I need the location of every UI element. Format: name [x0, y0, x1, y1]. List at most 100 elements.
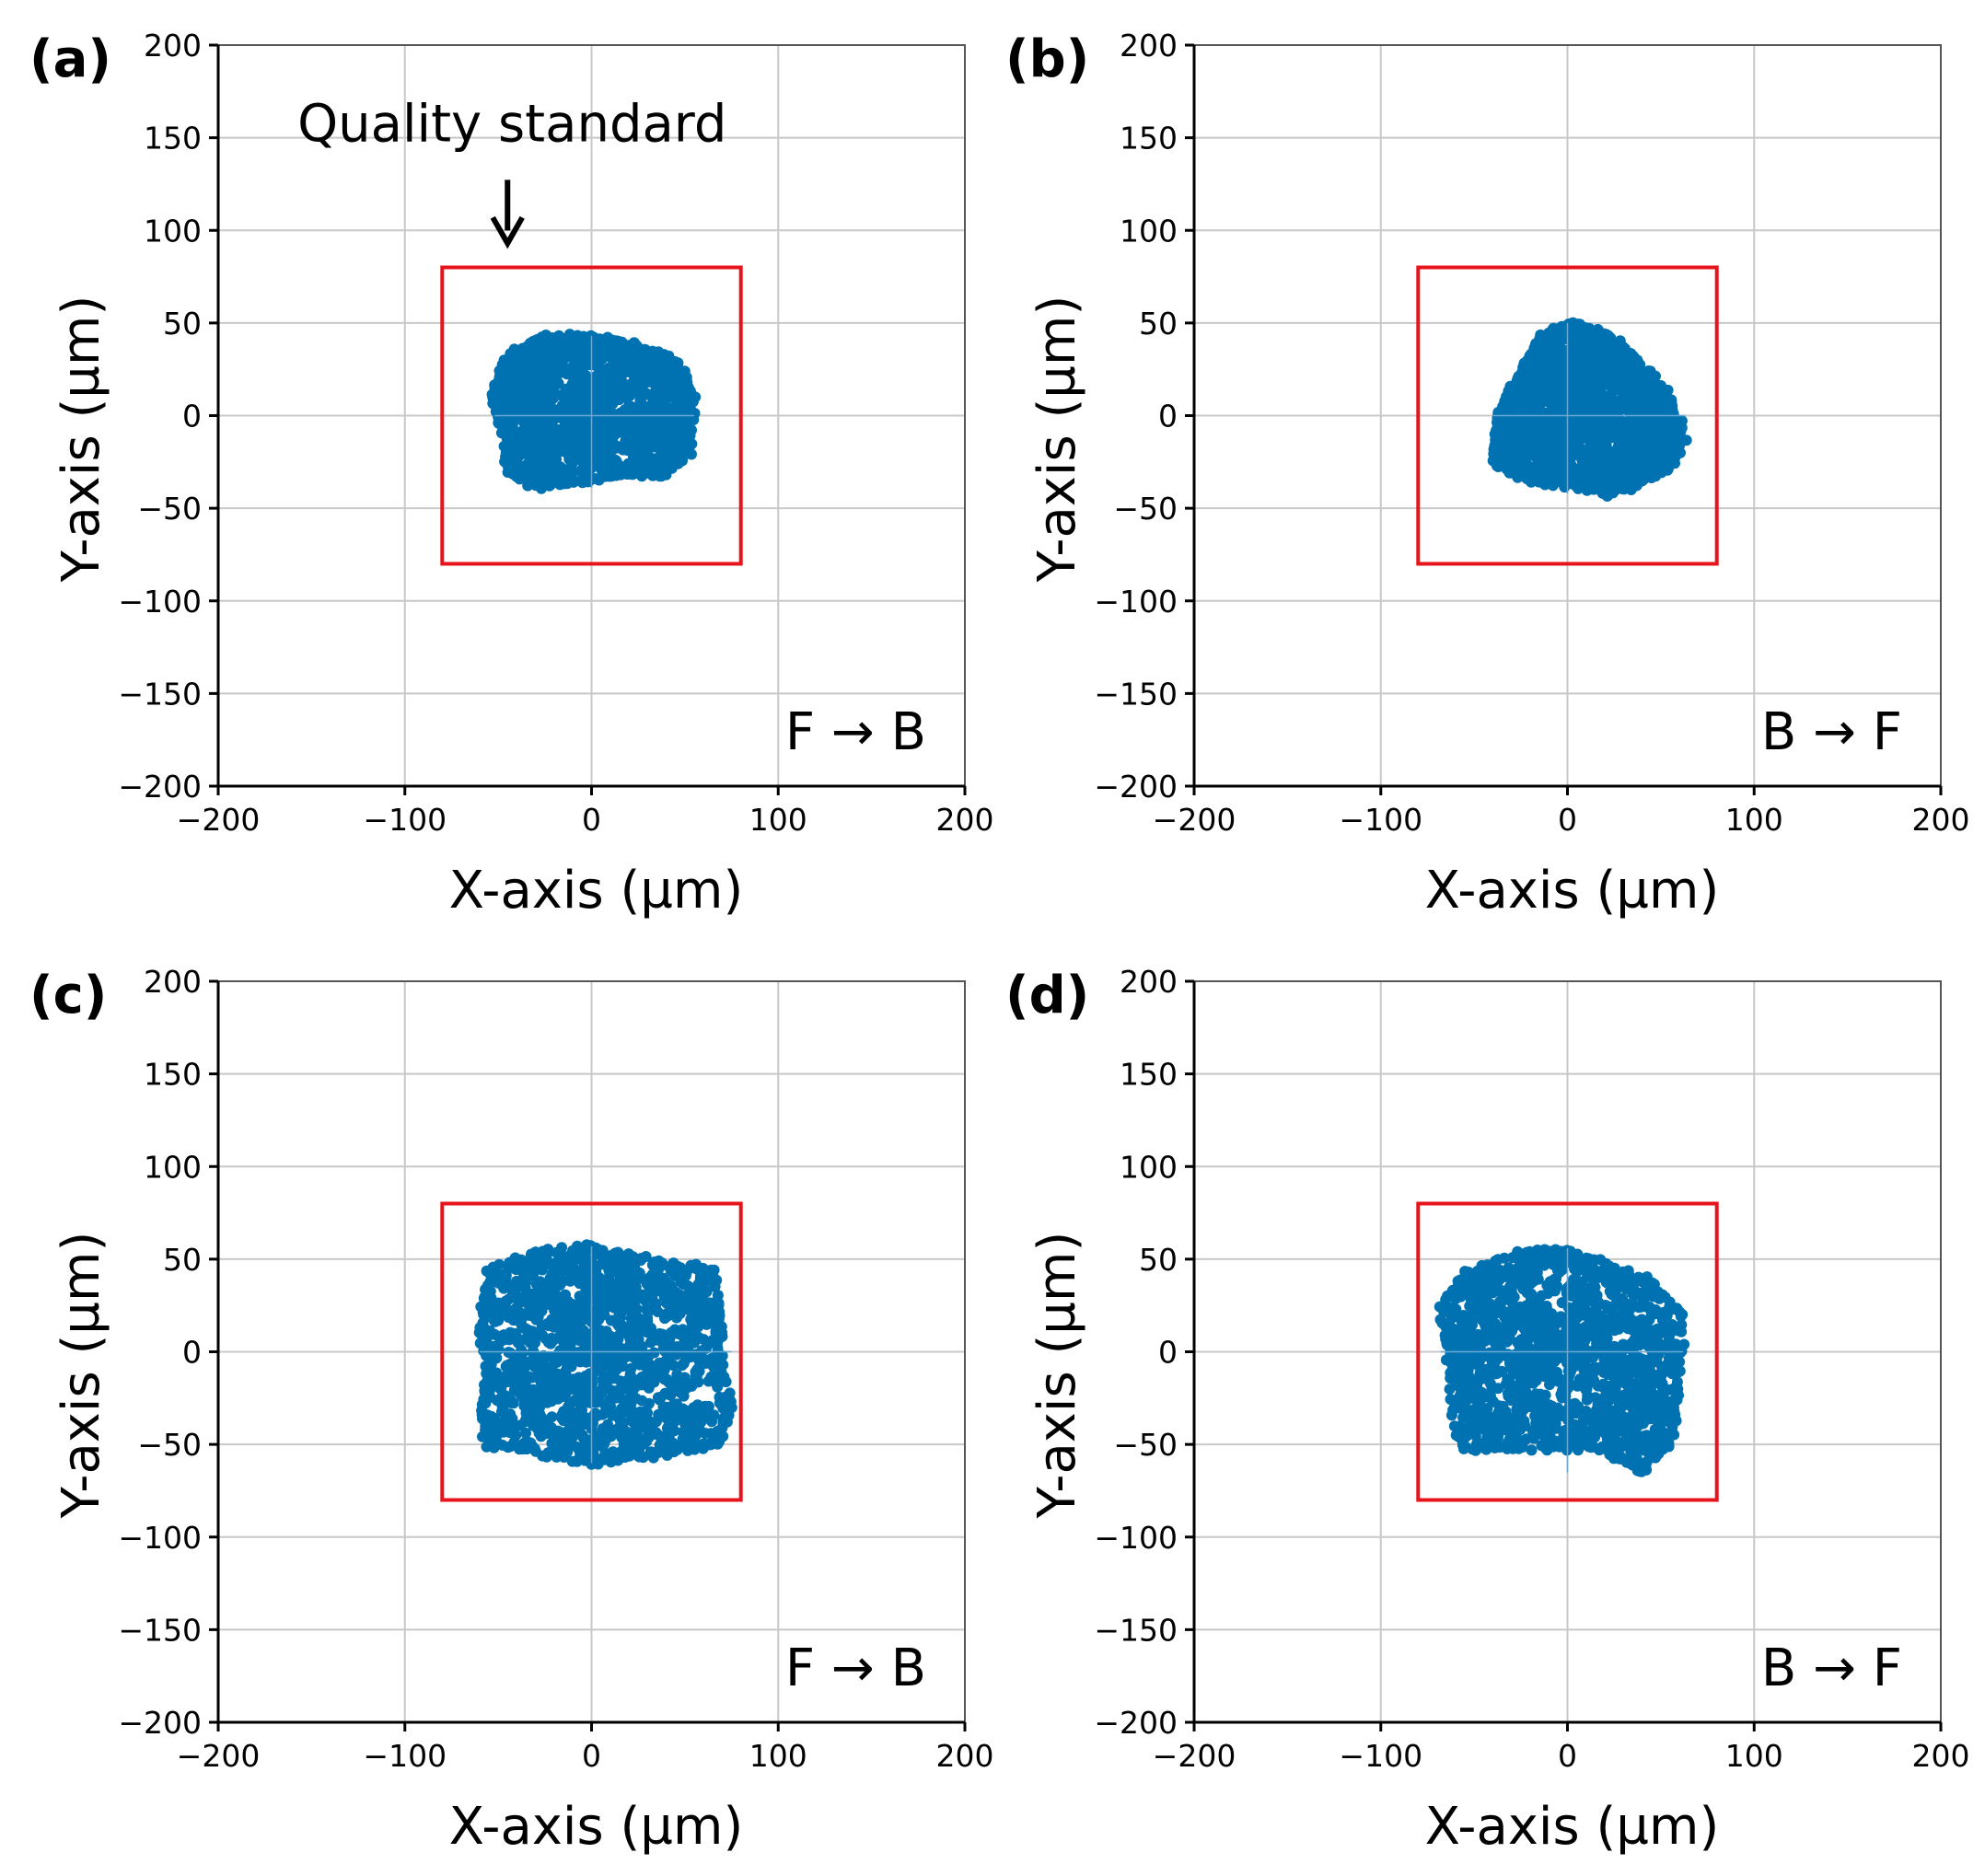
chart-panel-c: −200 −100 0 100 200−200−150−100−500501001502…: [29, 964, 994, 1857]
scatter-point: [1587, 433, 1599, 445]
scatter-point: [1547, 353, 1559, 364]
scatter-point: [710, 1296, 722, 1308]
y-tick-label: −50: [137, 491, 202, 527]
scatter-point: [606, 1384, 618, 1396]
scatter-point: [520, 1427, 531, 1439]
scatter-point: [1504, 406, 1516, 418]
scatter-point: [553, 443, 565, 455]
scatter-point: [649, 1273, 661, 1285]
scatter-point: [515, 371, 527, 382]
scatter-point: [692, 1363, 704, 1374]
scatter-point: [577, 1431, 589, 1443]
scatter-point: [578, 466, 589, 478]
scatter-point: [523, 1356, 535, 1368]
scatter-point: [691, 1313, 703, 1325]
scatter-point: [1578, 411, 1590, 423]
scatter-point: [1675, 425, 1687, 437]
scatter-point: [632, 373, 644, 385]
scatter-point: [547, 366, 559, 377]
scatter-point: [644, 389, 656, 401]
scatter-point: [574, 1291, 586, 1303]
scatter-point: [535, 1418, 547, 1430]
scatter-point: [654, 436, 666, 448]
y-tick-label: 0: [182, 1335, 202, 1371]
scatter-point: [537, 1261, 549, 1273]
quality-standard-box: [440, 265, 743, 566]
scatter-point: [1579, 355, 1591, 367]
scatter-point: [1643, 384, 1655, 396]
scatter-point: [1656, 423, 1668, 434]
scatter-point: [714, 1310, 726, 1322]
scatter-point: [608, 1296, 620, 1308]
scatter-point: [1612, 447, 1624, 459]
direction-label: B → F: [1761, 702, 1902, 762]
scatter-point: [1640, 417, 1652, 429]
scatter-point: [1490, 456, 1501, 468]
scatter-point: [625, 1362, 637, 1374]
scatter-point: [686, 424, 697, 436]
x-tick-label: −100: [363, 802, 447, 838]
scatter-point: [473, 1326, 485, 1338]
scatter-point: [1581, 340, 1593, 352]
scatter-series: [1434, 1244, 1690, 1477]
scatter-series: [1487, 317, 1692, 502]
direction-label: F → B: [785, 1639, 926, 1698]
y-tick-label: 200: [144, 28, 202, 64]
scatter-point: [652, 359, 664, 371]
scatter-point: [1584, 322, 1596, 334]
scatter-point: [1598, 358, 1610, 370]
y-tick-label: −150: [118, 676, 202, 712]
scatter-point: [1631, 419, 1643, 431]
scatter-point: [646, 1365, 658, 1377]
scatter-point: [643, 1382, 655, 1394]
scatter-point: [628, 451, 639, 463]
scatter-point: [691, 1399, 703, 1411]
scatter-point: [585, 330, 597, 342]
scatter-point: [665, 1306, 677, 1318]
scatter-point: [597, 1245, 609, 1256]
x-axis-label: X-axis (µm): [449, 861, 744, 921]
chart-panel-a: −200 −100 0 100 200−200−150−100−500501001502…: [29, 28, 994, 921]
scatter-point: [598, 1373, 610, 1385]
scatter-point: [551, 460, 563, 472]
scatter-point: [540, 460, 552, 472]
scatter-point: [547, 1268, 558, 1280]
scatter-point: [1533, 445, 1545, 456]
scatter-point: [563, 423, 575, 435]
scatter-point: [605, 456, 617, 468]
quality-standard-box: [1416, 265, 1719, 566]
scatter-point: [477, 1317, 489, 1329]
x-tick-label: 0: [1558, 802, 1577, 838]
scatter-point: [1623, 399, 1635, 411]
scatter-point: [545, 1351, 557, 1362]
scatter-point: [698, 1410, 709, 1422]
scatter-point: [654, 1430, 666, 1442]
scatter-point: [1567, 355, 1579, 367]
scatter-point: [567, 438, 579, 450]
scatter-point: [481, 1441, 493, 1453]
scatter-point: [1614, 404, 1626, 416]
scatter-point: [1501, 428, 1513, 440]
scatter-point: [659, 1387, 671, 1399]
scatter-point: [1574, 463, 1586, 475]
y-tick-label: −50: [137, 1427, 202, 1463]
scatter-point: [1566, 337, 1578, 349]
scatter-point: [502, 467, 514, 478]
scatter-point: [623, 436, 634, 448]
scatter-point: [541, 1288, 553, 1300]
scatter-point: [1563, 393, 1575, 405]
scatter-point: [720, 1376, 732, 1388]
scatter-point: [496, 1335, 508, 1347]
scatter-point: [562, 1361, 574, 1373]
scatter-point: [1600, 436, 1611, 448]
scatter-point: [574, 420, 586, 432]
scatter-point: [528, 418, 539, 430]
scatter-point: [613, 1247, 625, 1259]
scatter-point: [511, 1332, 523, 1344]
scatter-point: [563, 1409, 575, 1421]
y-tick-label: 200: [144, 964, 202, 1000]
scatter-point: [608, 349, 620, 360]
scatter-point: [528, 1400, 540, 1412]
scatter-point: [637, 421, 649, 433]
scatter-point: [517, 1322, 528, 1334]
